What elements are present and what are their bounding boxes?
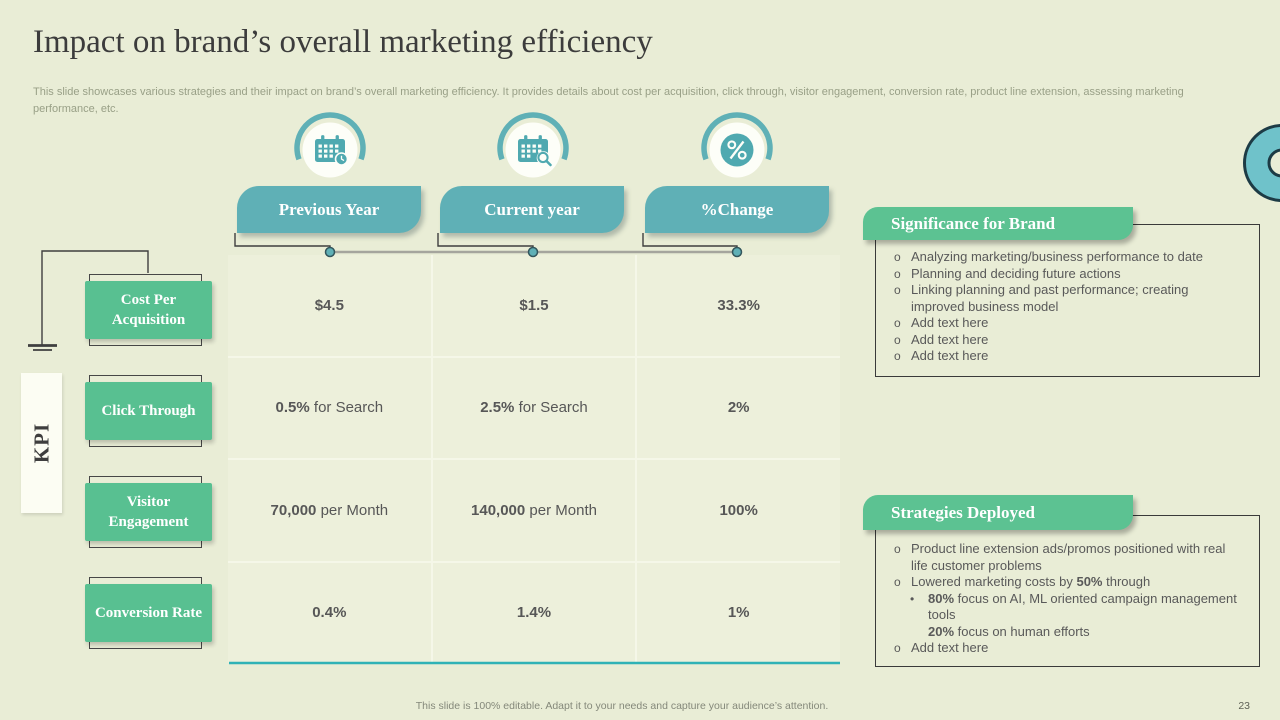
cell-value: 1% bbox=[727, 604, 750, 622]
cell-value: 0.5% bbox=[275, 399, 310, 417]
list-item: 20% focus on human efforts bbox=[904, 624, 1245, 641]
bullet-marker: o bbox=[894, 575, 901, 589]
percent-icon bbox=[701, 112, 773, 178]
calendar-clock-icon bbox=[294, 112, 366, 178]
cell-suffix: for Search bbox=[514, 399, 588, 417]
strategies-list: o Product line extension ads/promos posit… bbox=[876, 516, 1259, 657]
table-cell: 1% bbox=[637, 562, 840, 663]
list-item: o Lowered marketing costs by 50% through bbox=[892, 574, 1245, 591]
list-item-text: Linking planning and past performance; c… bbox=[911, 282, 1189, 314]
tab-significance-for-brand[interactable]: Significance for Brand bbox=[863, 207, 1133, 240]
calendar-search-icon bbox=[497, 112, 569, 178]
cell-value: $4.5 bbox=[314, 296, 344, 314]
table-cell: $4.5 bbox=[228, 255, 431, 356]
bullet-marker: o bbox=[894, 250, 901, 264]
bullet-marker: o bbox=[894, 266, 901, 281]
list-item: o Add text here bbox=[892, 315, 1245, 332]
cell-value: 70,000 bbox=[270, 501, 317, 519]
list-item: o Add text here bbox=[892, 640, 1245, 657]
strategies-panel: o Product line extension ads/promos posit… bbox=[875, 515, 1260, 667]
list-item: o Analyzing marketing/business performanc… bbox=[892, 249, 1245, 266]
cell-value: $1.5 bbox=[519, 296, 549, 314]
table-cell: 0.4% bbox=[228, 562, 431, 663]
page-number: 23 bbox=[1238, 700, 1250, 712]
kpi-box[interactable]: Conversion Rate bbox=[85, 584, 212, 642]
table-cell: 33.3% bbox=[637, 255, 840, 356]
list-item-text: Lowered marketing costs by 50% through bbox=[911, 574, 1151, 589]
cell-value: 2.5% bbox=[480, 399, 515, 417]
cell-value: 100% bbox=[719, 501, 758, 519]
table-cell: 100% bbox=[637, 460, 840, 561]
column-label: Current year bbox=[484, 199, 580, 219]
tab-title: Significance for Brand bbox=[891, 213, 1056, 233]
list-item-text: 80% focus on AI, ML oriented campaign ma… bbox=[928, 590, 1237, 623]
table-cell: 0.5% for Search bbox=[228, 357, 431, 458]
column-label: Previous Year bbox=[278, 199, 380, 219]
metrics-table: $4.5 $1.5 33.3% 0.5% for Search 2.5% for Sea… bbox=[228, 255, 840, 663]
kpi-box[interactable]: Click Through bbox=[85, 382, 212, 440]
bullet-marker: o bbox=[894, 316, 901, 330]
column-button-percent-change[interactable]: %Change bbox=[645, 186, 829, 233]
cell-suffix: for Search bbox=[309, 399, 384, 417]
tab-strategies-deployed[interactable]: Strategies Deployed bbox=[863, 495, 1133, 530]
table-cell: 2% bbox=[637, 357, 840, 458]
cell-value: 2% bbox=[727, 399, 750, 417]
list-item-text: Analyzing marketing/business performance… bbox=[911, 249, 1203, 264]
bullet-marker: o bbox=[894, 283, 901, 297]
list-item: o Product line extension ads/promos posit… bbox=[892, 541, 1245, 574]
list-item-text: Product line extension ads/promos positi… bbox=[911, 541, 1226, 573]
cell-value: 140,000 bbox=[471, 501, 526, 519]
list-item: o Add text here bbox=[892, 332, 1245, 349]
slide-description: This slide showcases various strategies … bbox=[33, 86, 1184, 116]
bullet-marker: o bbox=[894, 332, 901, 347]
table-cell: 1.4% bbox=[432, 562, 636, 663]
list-item-text: Add text here bbox=[911, 348, 989, 363]
list-item-text: 20% focus on human efforts bbox=[928, 623, 1090, 639]
footer-note: This slide is 100% editable. Adapt it to… bbox=[415, 700, 829, 712]
bullet-marker: o bbox=[894, 641, 901, 655]
tab-title: Strategies Deployed bbox=[891, 502, 1036, 522]
cell-value: 0.4% bbox=[312, 604, 347, 622]
cell-value: 33.3% bbox=[717, 296, 760, 314]
kpi-box[interactable]: Visitor Engagement bbox=[85, 483, 212, 541]
bullet-marker: o bbox=[894, 349, 901, 363]
bullet-marker: o bbox=[894, 542, 901, 556]
list-item: o Planning and deciding future actions bbox=[892, 266, 1245, 283]
significance-panel: o Analyzing marketing/business performanc… bbox=[875, 224, 1260, 377]
cell-suffix: per Month bbox=[316, 501, 389, 519]
list-item-text: Planning and deciding future actions bbox=[911, 265, 1121, 281]
bullet-marker: • bbox=[910, 591, 915, 606]
table-cell: 2.5% for Search bbox=[432, 357, 636, 458]
cell-suffix: per Month bbox=[525, 501, 597, 519]
kpi-axis-label: KPI bbox=[29, 422, 53, 464]
donut-decoration bbox=[1243, 124, 1280, 202]
page-title: Impact on brand’s overall marketing effi… bbox=[33, 24, 653, 60]
list-item-text: Add text here bbox=[911, 331, 989, 347]
table-cell: 70,000 per Month bbox=[228, 460, 431, 561]
column-button-previous-year[interactable]: Previous Year bbox=[237, 186, 421, 233]
kpi-axis: KPI bbox=[21, 373, 62, 513]
cell-value: 1.4% bbox=[516, 604, 552, 622]
kpi-box[interactable]: Cost Per Acquisition bbox=[85, 281, 212, 339]
list-item-text: Add text here bbox=[911, 315, 989, 330]
table-cell: $1.5 bbox=[432, 255, 636, 356]
column-label: %Change bbox=[700, 199, 774, 219]
table-cell: 140,000 per Month bbox=[432, 460, 636, 561]
bullet-marker bbox=[904, 624, 928, 641]
list-item: • 80% focus on AI, ML oriented campaign m… bbox=[904, 591, 1245, 624]
list-item: o Linking planning and past performance; … bbox=[892, 282, 1245, 315]
significance-list: o Analyzing marketing/business performanc… bbox=[876, 225, 1259, 365]
list-item-text: Add text here bbox=[911, 640, 989, 655]
list-item: o Add text here bbox=[892, 348, 1245, 365]
column-button-current-year[interactable]: Current year bbox=[440, 186, 624, 233]
